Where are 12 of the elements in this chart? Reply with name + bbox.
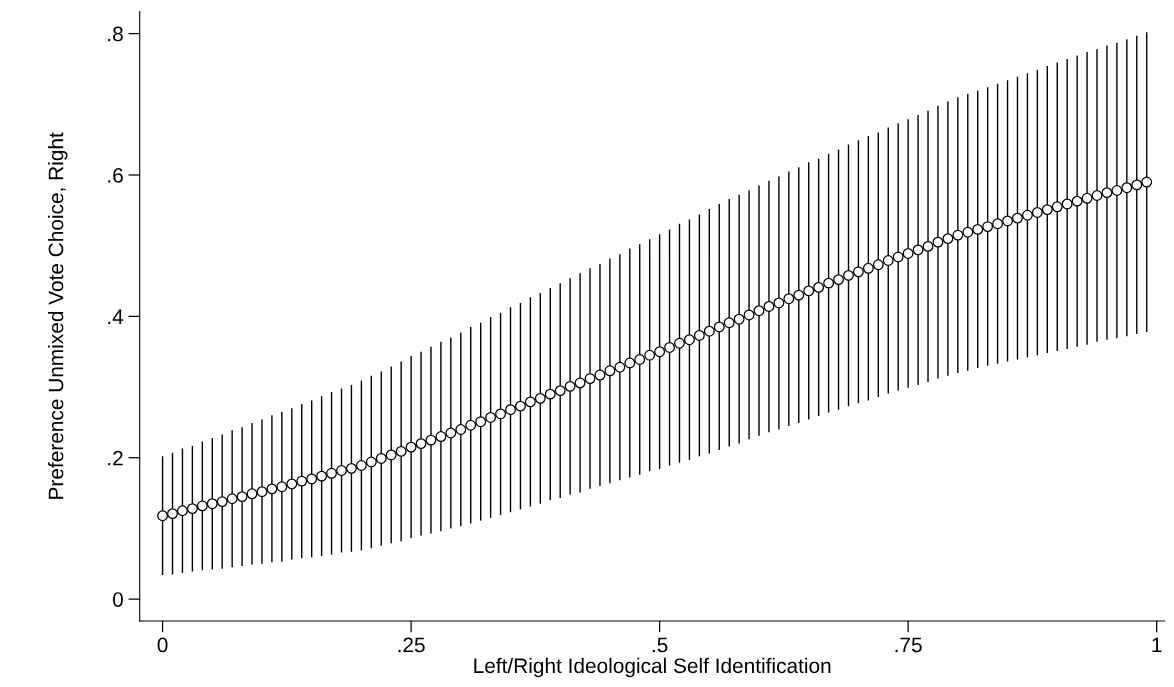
y-tick-label: 0	[112, 592, 123, 607]
y-tick-label: .2	[108, 450, 123, 466]
x-tick-label: 0	[157, 637, 168, 653]
y-axis-title: Preference Unmixed Vote Choice, Right	[48, 132, 68, 499]
y-tick-label: .8	[108, 26, 123, 42]
x-axis-title: Left/Right Ideological Self Identification	[474, 657, 831, 678]
x-tick-label: 1	[1152, 637, 1162, 653]
x-tick-label: .75	[895, 637, 922, 653]
x-tick-label: .5	[652, 637, 668, 653]
y-tick-label: .6	[108, 167, 123, 183]
y-tick-label: .4	[108, 309, 124, 324]
x-tick-label: .25	[398, 637, 425, 653]
